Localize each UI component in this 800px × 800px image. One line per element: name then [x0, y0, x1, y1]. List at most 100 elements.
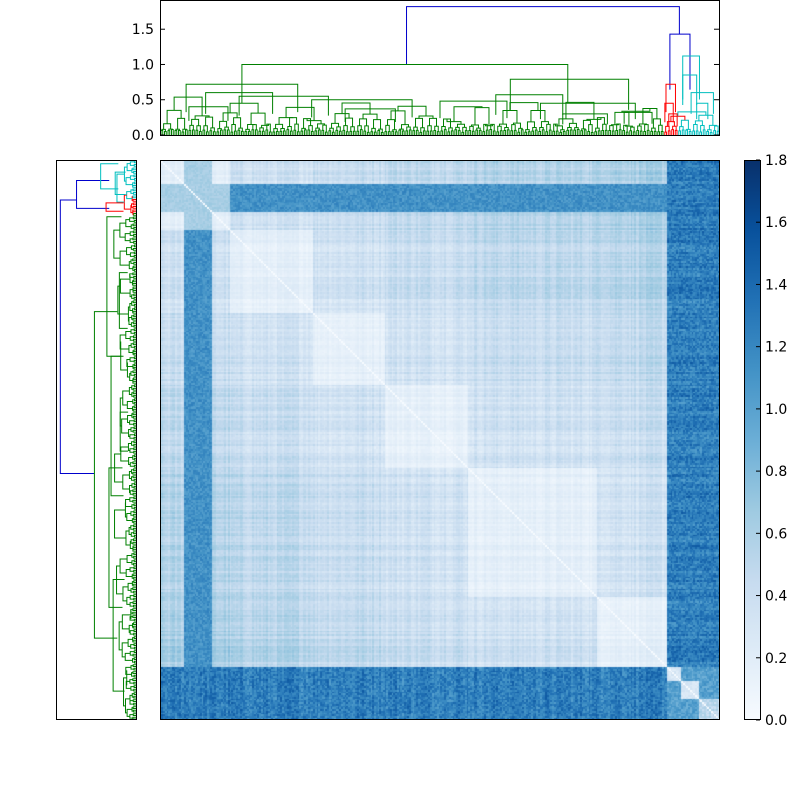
left-dendrogram-leaf-link [131, 301, 135, 306]
left-dendrogram-leaf-link [133, 170, 136, 174]
left-dendrogram-leaf-link [133, 650, 136, 654]
top-dendrogram-leaf-link [334, 113, 350, 124]
top-dendrogram-leaf-link [546, 123, 551, 132]
left-dendrogram-leaf-link [133, 314, 136, 318]
left-dendrogram-leaf-link [119, 334, 129, 350]
left-dendrogram-leaf-link [130, 189, 134, 194]
left-dendrogram-leaf-link [133, 345, 136, 349]
top-dendrogram-y-tick-label: 1.5 [132, 22, 154, 38]
top-dendrogram-leaf-link [251, 129, 255, 135]
left-dendrogram-leaf-link [132, 191, 136, 195]
left-dendrogram-leaf-link [133, 419, 136, 423]
left-dendrogram-leaf-link [130, 259, 134, 264]
top-dendrogram-leaf-link [660, 130, 664, 135]
left-dendrogram-leaf-link [133, 692, 136, 696]
left-dendrogram-leaf-link [130, 686, 135, 691]
top-dendrogram-leaf-link [363, 130, 367, 135]
left-dendrogram-leaf-link [133, 324, 136, 328]
left-dendrogram-leaf-link [132, 415, 136, 419]
top-dendrogram-leaf-link [512, 122, 521, 129]
top-dendrogram-leaf-link [275, 131, 279, 135]
top-dendrogram-leaf-link [265, 129, 269, 135]
top-dendrogram-leaf-link [280, 127, 285, 132]
left-dendrogram-leaf-link [133, 219, 136, 223]
top-dendrogram-leaf-link [429, 117, 438, 127]
top-dendrogram-leaf-link [702, 129, 706, 135]
top-dendrogram-leaf-link [335, 129, 339, 135]
left-dendrogram-leaf-link [132, 527, 136, 531]
top-dendrogram-subcluster-link [696, 102, 709, 120]
top-dendrogram-leaf-link [364, 125, 369, 133]
top-dendrogram-leaf-link [286, 129, 290, 135]
top-dendrogram-leaf-link [426, 130, 430, 135]
top-dendrogram-subcluster-link [623, 111, 653, 124]
left-dendrogram-leaf-link [133, 443, 136, 447]
top-dendrogram-leaf-link [464, 130, 468, 135]
top-dendrogram-leaf-link [194, 115, 210, 120]
left-dendrogram-leaf-link [133, 422, 136, 426]
left-dendrogram-leaf-link [132, 608, 136, 612]
top-dendrogram-leaf-link [692, 130, 696, 135]
top-dendrogram-leaf-link [202, 129, 206, 135]
colorbar-tick-label: 1.0 [765, 402, 787, 418]
left-dendrogram-leaf-link [133, 226, 136, 230]
left-dendrogram-leaf-link [133, 646, 136, 650]
left-dendrogram-leaf-link [133, 457, 136, 461]
left-dendrogram-leaf-link [131, 707, 134, 712]
left-dendrogram-leaf-link [126, 554, 132, 563]
top-dendrogram-leaf-link [273, 128, 278, 132]
top-dendrogram-leaf-link [474, 107, 490, 126]
left-dendrogram-leaf-link [132, 706, 136, 710]
top-dendrogram-leaf-link [247, 124, 256, 130]
left-dendrogram-leaf-link [133, 426, 136, 430]
top-dendrogram-leaf-link [686, 128, 691, 132]
top-dendrogram-leaf-link [308, 125, 313, 132]
top-dendrogram-leaf-link [554, 124, 563, 130]
colorbar-tick-label: 1.2 [765, 340, 787, 356]
left-dendrogram [56, 160, 137, 720]
top-dendrogram-leaf-link [581, 128, 586, 131]
top-dendrogram-leaf-link [350, 126, 355, 132]
top-dendrogram-leaf-link [499, 130, 503, 135]
left-dendrogram-subcluster-link [114, 171, 126, 195]
top-dendrogram-leaf-link [587, 131, 591, 135]
left-dendrogram-leaf-link [133, 594, 136, 598]
left-dendrogram-leaf-link [133, 261, 136, 265]
top-dendrogram-leaf-link [336, 126, 341, 132]
top-dendrogram-leaf-link [317, 129, 321, 135]
top-dendrogram-leaf-link [278, 117, 294, 125]
left-dendrogram-leaf-link [125, 219, 132, 228]
top-dendrogram-leaf-link [716, 130, 720, 135]
top-dendrogram-subcluster-link [539, 102, 636, 120]
left-dendrogram-leaf-link [123, 677, 127, 707]
top-dendrogram-leaf-link [405, 130, 409, 135]
top-dendrogram-leaf-link [324, 131, 328, 135]
top-dendrogram-leaf-link [198, 130, 202, 135]
top-dendrogram-leaf-link [174, 129, 178, 135]
top-dendrogram-leaf-link [342, 129, 346, 135]
left-dendrogram-leaf-link [133, 401, 136, 405]
top-dendrogram-leaf-link [461, 131, 465, 135]
colorbar-tick-label: 0.4 [765, 589, 787, 605]
left-dendrogram-leaf-link [132, 391, 136, 395]
top-dendrogram-leaf-link [401, 124, 410, 130]
top-dendrogram-leaf-link [359, 129, 363, 135]
left-dendrogram-leaf-link [132, 625, 136, 629]
top-dendrogram-leaf-link [254, 129, 258, 135]
top-dendrogram-leaf-link [296, 131, 300, 135]
left-dendrogram-leaf-link [132, 342, 136, 346]
left-dendrogram-leaf-link [133, 233, 136, 237]
left-dendrogram-leaf-link [132, 475, 136, 479]
left-dendrogram-leaf-link [132, 412, 136, 416]
left-dendrogram-leaf-link [133, 268, 136, 272]
left-dendrogram-leaf-link [125, 680, 131, 689]
top-dendrogram-subcluster-link [690, 92, 714, 114]
top-dendrogram-leaf-link [390, 110, 406, 125]
top-dendrogram-leaf-link [203, 125, 208, 132]
left-dendrogram-leaf-link [133, 478, 136, 482]
top-dendrogram-leaf-link [664, 131, 668, 135]
top-dendrogram-subcluster-link [311, 99, 413, 118]
top-dendrogram-leaf-link [303, 129, 307, 135]
left-dendrogram-leaf-link [129, 714, 134, 719]
top-dendrogram-leaf-link [545, 131, 549, 135]
